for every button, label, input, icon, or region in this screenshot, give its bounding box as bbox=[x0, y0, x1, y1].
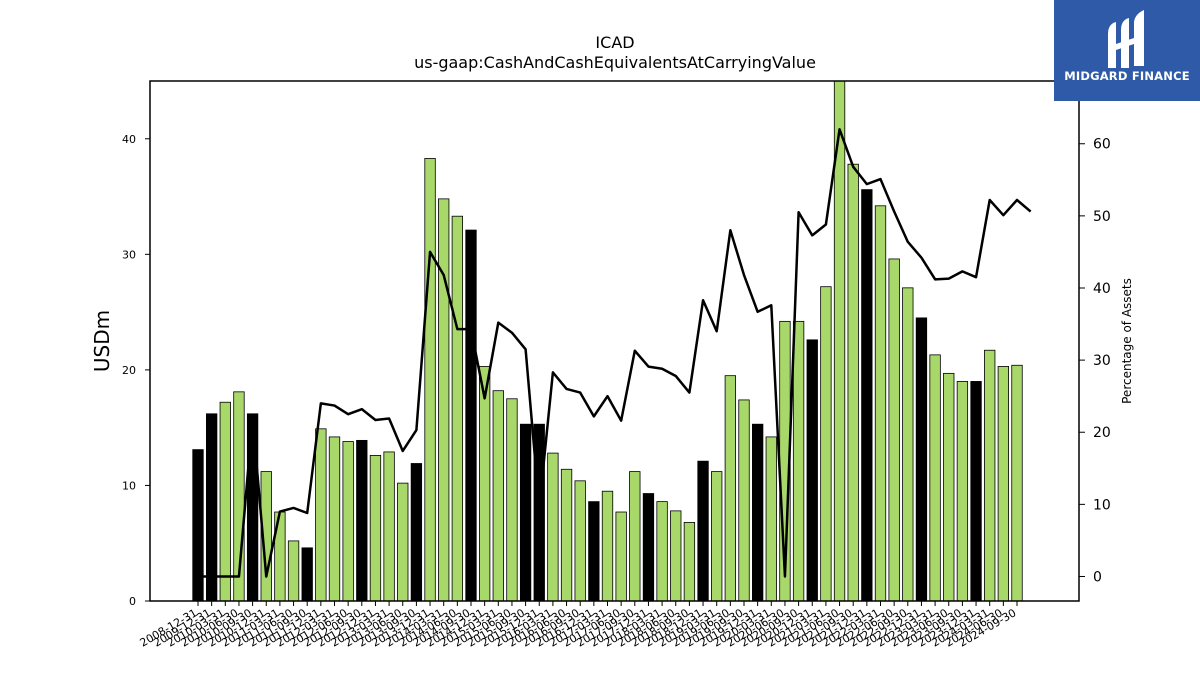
bar-2018-03-31 bbox=[656, 501, 668, 602]
bar-2022-06-30 bbox=[888, 258, 900, 602]
bar-2010-03-31 bbox=[219, 401, 231, 602]
bar-2023-09-30 bbox=[956, 381, 969, 602]
bar-2015-09-30 bbox=[519, 423, 532, 602]
brand-logo: MIDGARD FINANCE bbox=[1054, 0, 1200, 101]
bar-2017-06-30 bbox=[615, 511, 627, 602]
y-tick-label-left: 10 bbox=[122, 479, 136, 492]
y-tick-label-right: 50 bbox=[1093, 209, 1111, 225]
y-tick-label-right: 30 bbox=[1093, 353, 1111, 369]
bar-2011-12-31 bbox=[315, 428, 327, 602]
y-tick-label-right: 40 bbox=[1093, 281, 1111, 297]
bar-2016-12-31 bbox=[588, 501, 600, 602]
bar-2019-09-30 bbox=[738, 399, 750, 602]
bar-2012-03-31 bbox=[328, 436, 341, 602]
plot-frame bbox=[149, 80, 1080, 602]
right-axis: 0 10 20 30 40 50 60 bbox=[1079, 137, 1111, 585]
bar-2013-09-30 bbox=[410, 463, 423, 602]
bar-2011-06-30 bbox=[287, 540, 300, 602]
bar-2018-09-30 bbox=[683, 522, 696, 602]
bar-2018-06-30 bbox=[670, 510, 682, 602]
bar-2021-09-30 bbox=[847, 163, 859, 602]
chart-title: ICAD bbox=[595, 33, 634, 52]
bar-2013-03-31 bbox=[383, 451, 395, 602]
y-tick-label-left: 0 bbox=[129, 595, 136, 608]
bar-2016-06-30 bbox=[560, 468, 573, 602]
x-axis: 2008-12-312009-12-312010-03-312010-06-30… bbox=[138, 601, 1019, 650]
bar-2023-03-31 bbox=[929, 354, 941, 602]
bar-2021-12-31 bbox=[861, 189, 873, 602]
y-tick-label-left: 40 bbox=[122, 133, 136, 146]
bar-2012-12-31 bbox=[369, 454, 382, 602]
bar-2015-03-31 bbox=[492, 390, 504, 602]
y-tick-label-right: 60 bbox=[1093, 137, 1111, 153]
y-axis-label-right: Percentage of Assets bbox=[1120, 278, 1134, 404]
bar-2012-06-30 bbox=[342, 441, 354, 602]
bar-2022-12-31 bbox=[915, 317, 928, 602]
midgard-logo-icon bbox=[1108, 10, 1144, 68]
bar-2023-06-30 bbox=[943, 372, 955, 602]
bar-2016-09-30 bbox=[574, 480, 586, 602]
bar-2024-03-31 bbox=[984, 349, 996, 602]
bar-2022-03-31 bbox=[874, 205, 887, 602]
bar-2015-06-30 bbox=[506, 398, 518, 602]
bar-2022-09-30 bbox=[902, 287, 914, 602]
bar-2009-12-31 bbox=[205, 413, 218, 602]
bar-2010-09-30 bbox=[246, 413, 259, 602]
left-axis: 0 10 20 30 40 bbox=[122, 133, 150, 608]
bar-2020-12-31 bbox=[806, 339, 818, 602]
y-tick-label-right: 10 bbox=[1093, 497, 1111, 513]
bar-2012-09-30 bbox=[356, 439, 368, 602]
bar-2020-09-30 bbox=[792, 320, 805, 602]
bar-2021-03-31 bbox=[820, 286, 832, 602]
bar-2024-09-30 bbox=[1011, 364, 1023, 602]
bar-2023-12-31 bbox=[970, 381, 982, 602]
bar-2014-09-30 bbox=[465, 229, 477, 602]
bar-2016-03-31 bbox=[547, 452, 559, 602]
bar-2014-06-30 bbox=[451, 215, 464, 602]
y-tick-label-right: 0 bbox=[1093, 569, 1102, 585]
chart-subtitle: us-gaap:CashAndCashEquivalentsAtCarrying… bbox=[414, 53, 816, 72]
bar-2017-03-31 bbox=[601, 490, 614, 602]
bar-2011-09-30 bbox=[301, 547, 313, 602]
line-layer bbox=[198, 128, 1032, 578]
y-tick-label-right: 20 bbox=[1093, 425, 1111, 441]
bar-2013-06-30 bbox=[397, 482, 409, 602]
bars-layer bbox=[192, 80, 1023, 602]
bar-2020-03-31 bbox=[765, 436, 777, 602]
y-tick-label-left: 30 bbox=[122, 248, 136, 261]
bar-2019-06-30 bbox=[724, 375, 736, 602]
bar-2008-12-31 bbox=[192, 449, 204, 602]
bar-2014-12-31 bbox=[478, 366, 491, 602]
bar-2024-06-30 bbox=[997, 366, 1009, 602]
bar-2013-12-31 bbox=[424, 158, 436, 602]
bar-2018-12-31 bbox=[697, 460, 709, 602]
bar-2019-03-31 bbox=[711, 471, 723, 602]
bar-2014-03-31 bbox=[438, 198, 450, 602]
logo-text: MIDGARD FINANCE bbox=[1064, 69, 1190, 83]
bar-2019-12-31 bbox=[752, 423, 764, 602]
y-axis-label-left: USDm bbox=[90, 310, 114, 372]
y-tick-label-left: 20 bbox=[122, 364, 136, 377]
percentage-line bbox=[198, 128, 1032, 578]
bar-2017-12-31 bbox=[642, 493, 655, 602]
bar-2017-09-30 bbox=[629, 471, 641, 602]
